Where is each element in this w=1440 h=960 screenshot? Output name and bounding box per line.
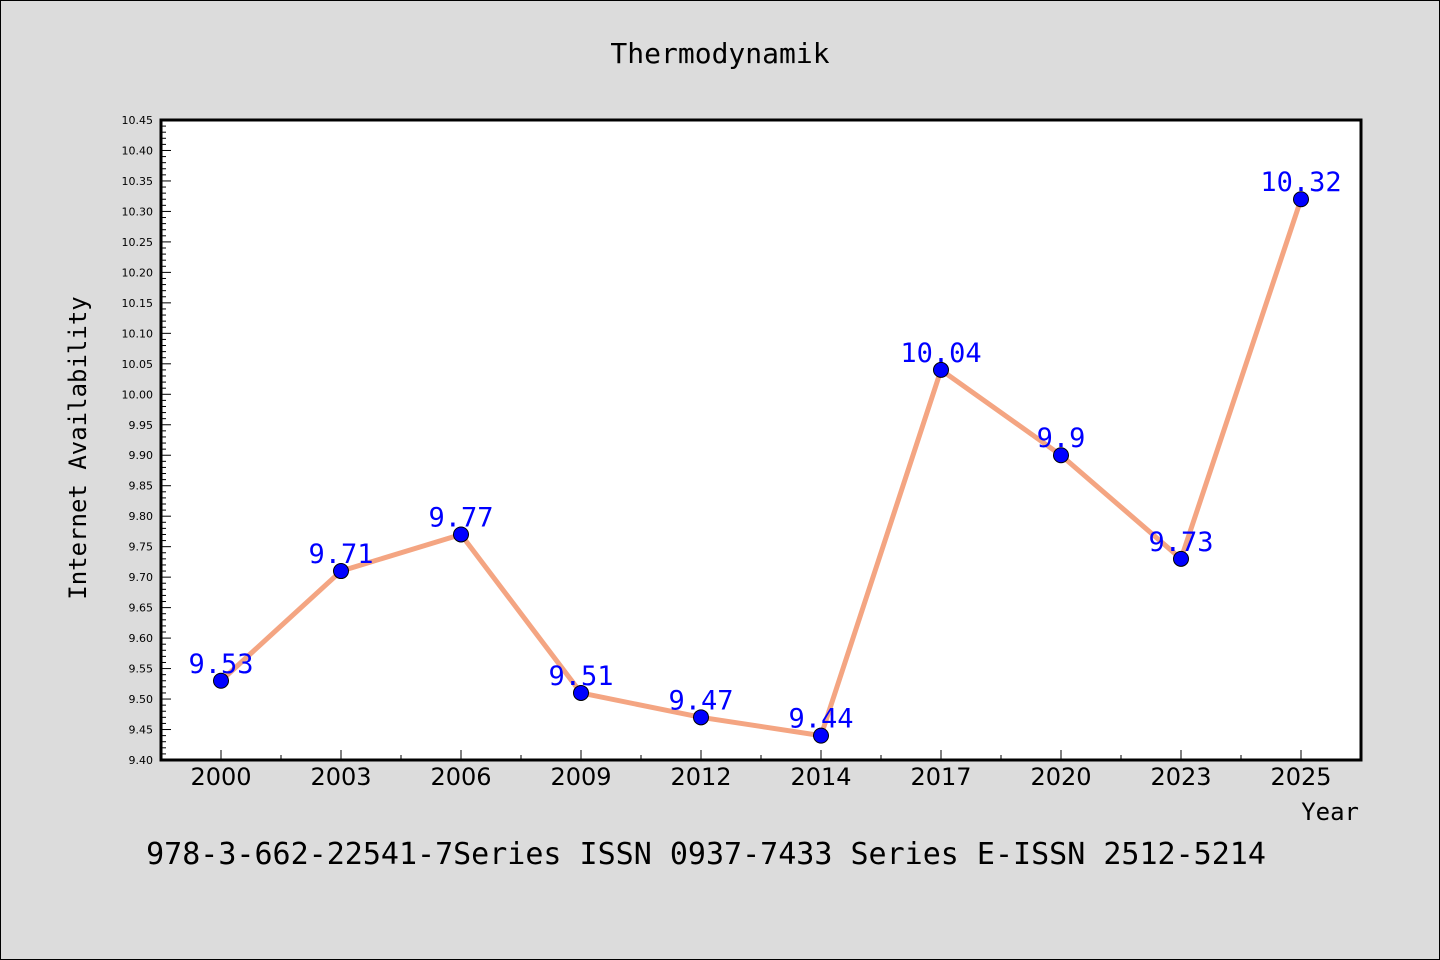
y-tick-label: 10.45 [122, 114, 154, 127]
x-tick-label: 2017 [910, 763, 971, 791]
footer-text: 978-3-662-22541-7Series ISSN 0937-7433 S… [146, 837, 1266, 872]
y-tick-label: 9.95 [129, 419, 154, 432]
y-tick-label: 9.65 [129, 602, 154, 615]
data-point [813, 727, 829, 744]
y-axis: 9.40 9.45 9.50 9.55 9.60 9.65 9.70 9.75 9.80 9.85… [122, 114, 171, 767]
x-tick-label: 2003 [310, 763, 371, 791]
plot-area [159, 118, 1363, 762]
y-tick-label: 9.80 [129, 510, 154, 523]
y-tick-label: 9.45 [129, 724, 154, 737]
y-tick-label: 10.30 [122, 205, 154, 218]
y-tick-label: 10.20 [122, 266, 154, 279]
y-tick-label: 9.70 [129, 571, 154, 584]
data-label: 9.73 [1148, 527, 1213, 558]
y-tick-label: 10.35 [122, 175, 154, 188]
y-tick-label: 10.25 [122, 236, 154, 249]
data-point [453, 526, 469, 543]
y-tick-label: 9.40 [129, 754, 154, 767]
x-axis: 2000 2003 2006 2009 2012 2014 2017 2020 2023 2025 [190, 750, 1332, 791]
series-line [218, 196, 1304, 739]
data-label: 9.51 [548, 661, 613, 692]
y-tick-label: 9.90 [129, 449, 154, 462]
x-tick-label: 2009 [550, 763, 611, 791]
x-tick-label: 2012 [670, 763, 731, 791]
data-label: 9.71 [308, 539, 373, 570]
data-point [1173, 550, 1189, 567]
x-tick-label: 2006 [430, 763, 491, 791]
y-axis-label: Internet Availability [64, 296, 92, 599]
x-tick-label: 2014 [790, 763, 851, 791]
data-point [1053, 447, 1069, 464]
x-tick-label: 2025 [1270, 763, 1331, 791]
series-group: 9.53 9.71 9.77 9.51 9.47 9.44 10.04 9.9 9.73 10.3… [188, 167, 1342, 744]
y-tick-label: 10.05 [122, 358, 154, 371]
data-point [213, 672, 229, 689]
y-tick-label: 10.00 [122, 388, 154, 401]
chart-title: Thermodynamik [610, 37, 829, 70]
y-tick-label: 9.75 [129, 541, 154, 554]
data-point [693, 709, 709, 726]
y-tick-label: 9.55 [129, 663, 154, 676]
y-tick-label: 9.50 [129, 693, 154, 706]
data-point [933, 361, 949, 378]
data-label: 10.32 [1260, 167, 1341, 198]
data-point [573, 684, 589, 701]
x-tick-label: 2000 [190, 763, 251, 791]
y-tick-label: 9.85 [129, 480, 154, 493]
x-tick-label: 2023 [1150, 763, 1211, 791]
data-label: 9.9 [1037, 423, 1086, 454]
data-label: 9.53 [188, 649, 253, 680]
y-tick-label: 9.60 [129, 632, 154, 645]
x-tick-label: 2020 [1030, 763, 1091, 791]
y-tick-label: 10.15 [122, 297, 154, 310]
data-label: 9.47 [668, 685, 733, 716]
y-tick-label: 10.40 [122, 144, 154, 157]
data-point [1293, 191, 1309, 208]
data-label: 9.44 [788, 704, 853, 735]
data-point [333, 563, 349, 580]
x-axis-label: Year [1301, 798, 1359, 826]
y-tick-label: 10.10 [122, 327, 154, 340]
data-label: 9.77 [428, 502, 493, 533]
data-label: 10.04 [900, 338, 981, 369]
